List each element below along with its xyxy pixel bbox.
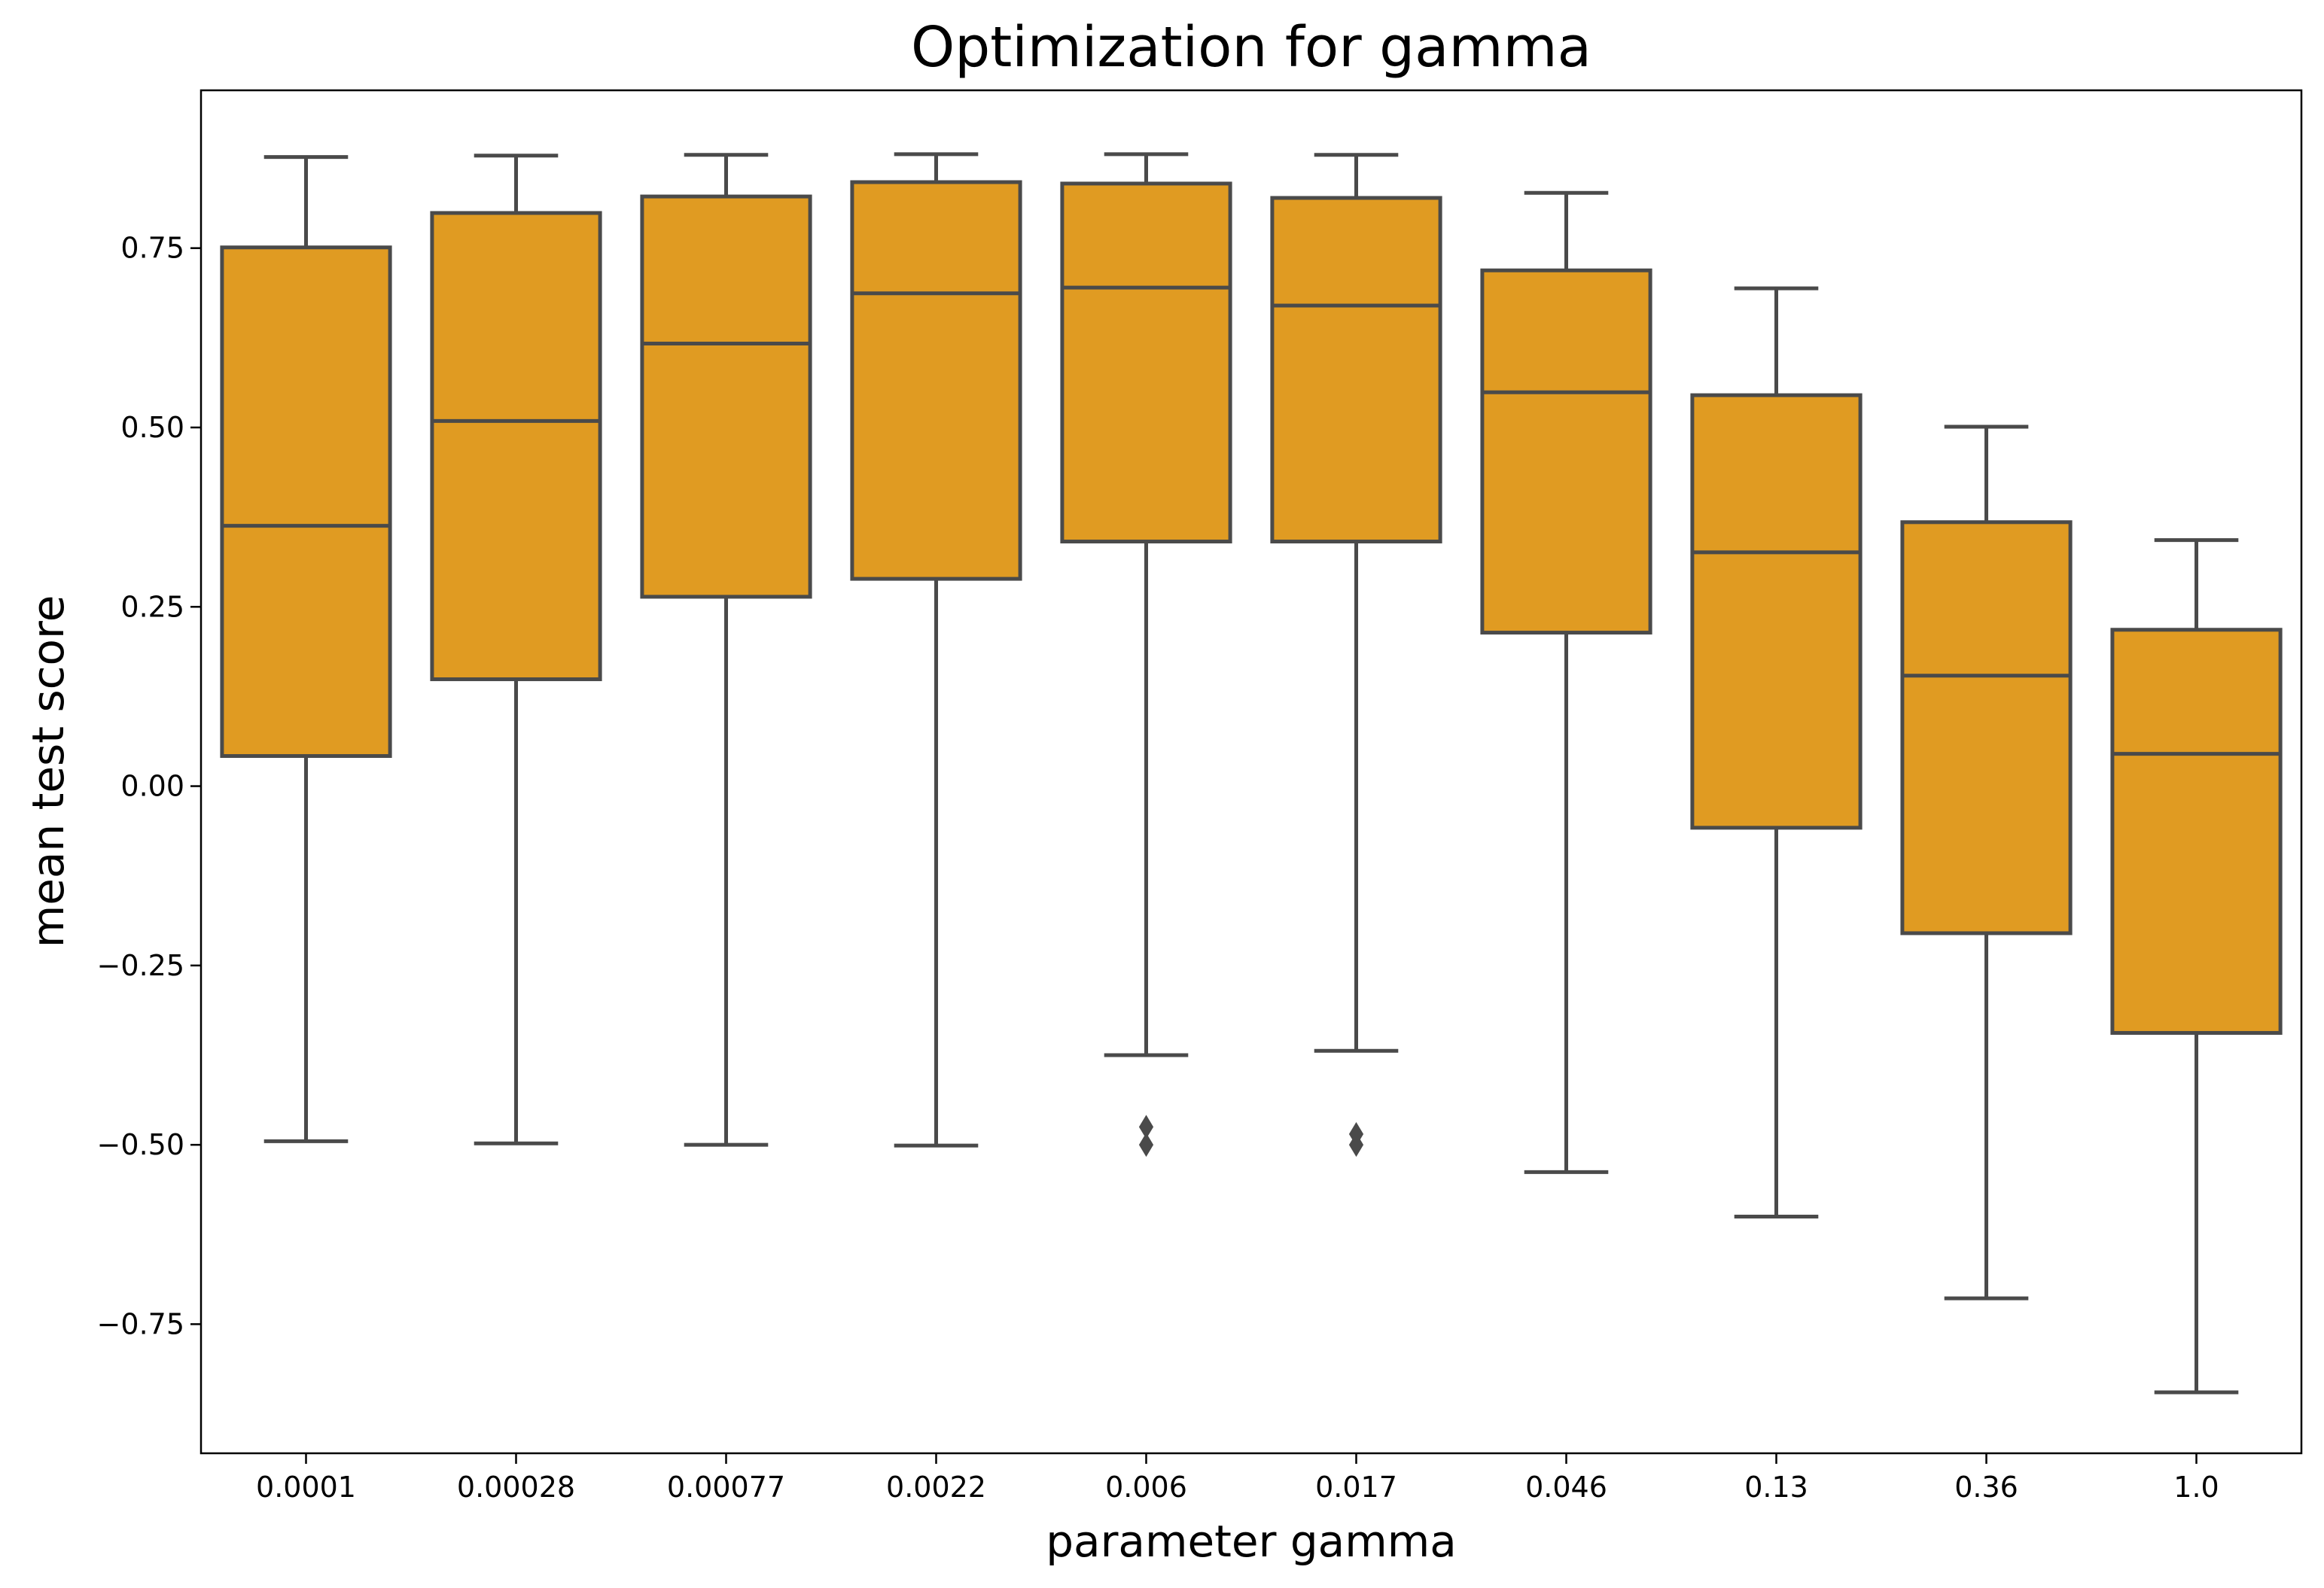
y-tick-label: 0.00: [120, 770, 184, 803]
outlier-point: [1138, 1133, 1154, 1158]
plot-area: [220, 152, 2283, 1395]
box-group: [1690, 286, 1863, 1218]
x-tick-label: 0.36: [1954, 1471, 2018, 1504]
y-tick-label: −0.25: [97, 949, 184, 982]
y-tick-label: 0.50: [120, 411, 184, 444]
box-group: [1900, 424, 2073, 1301]
x-tick-label: 0.00028: [457, 1471, 575, 1504]
x-tick-label: 0.0022: [886, 1471, 986, 1504]
box-group: [1480, 190, 1652, 1174]
box: [2110, 628, 2283, 1035]
y-tick-label: 0.25: [120, 590, 184, 623]
box-group: [430, 154, 602, 1145]
x-tick-label: 0.017: [1315, 1471, 1397, 1504]
y-tick-label: −0.50: [97, 1128, 184, 1161]
box-group: [640, 153, 812, 1147]
box: [1690, 393, 1863, 830]
box: [1480, 268, 1652, 635]
x-tick-label: 0.046: [1525, 1471, 1607, 1504]
box: [1900, 520, 2073, 935]
outlier-point: [1348, 1133, 1364, 1158]
y-axis-label: mean test score: [23, 595, 74, 948]
y-axis: −0.75 −0.50 −0.25 0.00 0.25 0.50 0.75: [97, 232, 201, 1340]
x-axis: 0.0001 0.00028 0.00077 0.0022 0.006 0.017 0.04…: [256, 1453, 2219, 1504]
box-group: [2110, 538, 2283, 1395]
chart-title: Optimization for gamma: [911, 15, 1591, 80]
box-group: [1270, 153, 1442, 1158]
box: [220, 245, 392, 759]
box-group: [220, 155, 392, 1143]
x-tick-label: 0.006: [1105, 1471, 1187, 1504]
box-group: [850, 152, 1022, 1148]
x-tick-label: 0.0001: [256, 1471, 356, 1504]
x-axis-label: parameter gamma: [1046, 1516, 1457, 1567]
y-tick-label: 0.75: [120, 232, 184, 265]
x-tick-label: 0.13: [1744, 1471, 1808, 1504]
box: [1060, 181, 1232, 544]
box: [430, 211, 602, 682]
x-tick-label: 1.0: [2173, 1471, 2219, 1504]
box: [640, 194, 812, 599]
x-tick-label: 0.00077: [667, 1471, 785, 1504]
box: [1270, 196, 1442, 544]
box-group: [1060, 152, 1232, 1158]
box: [850, 180, 1022, 581]
plot-frame: [200, 89, 2303, 1455]
y-tick-label: −0.75: [97, 1307, 184, 1340]
